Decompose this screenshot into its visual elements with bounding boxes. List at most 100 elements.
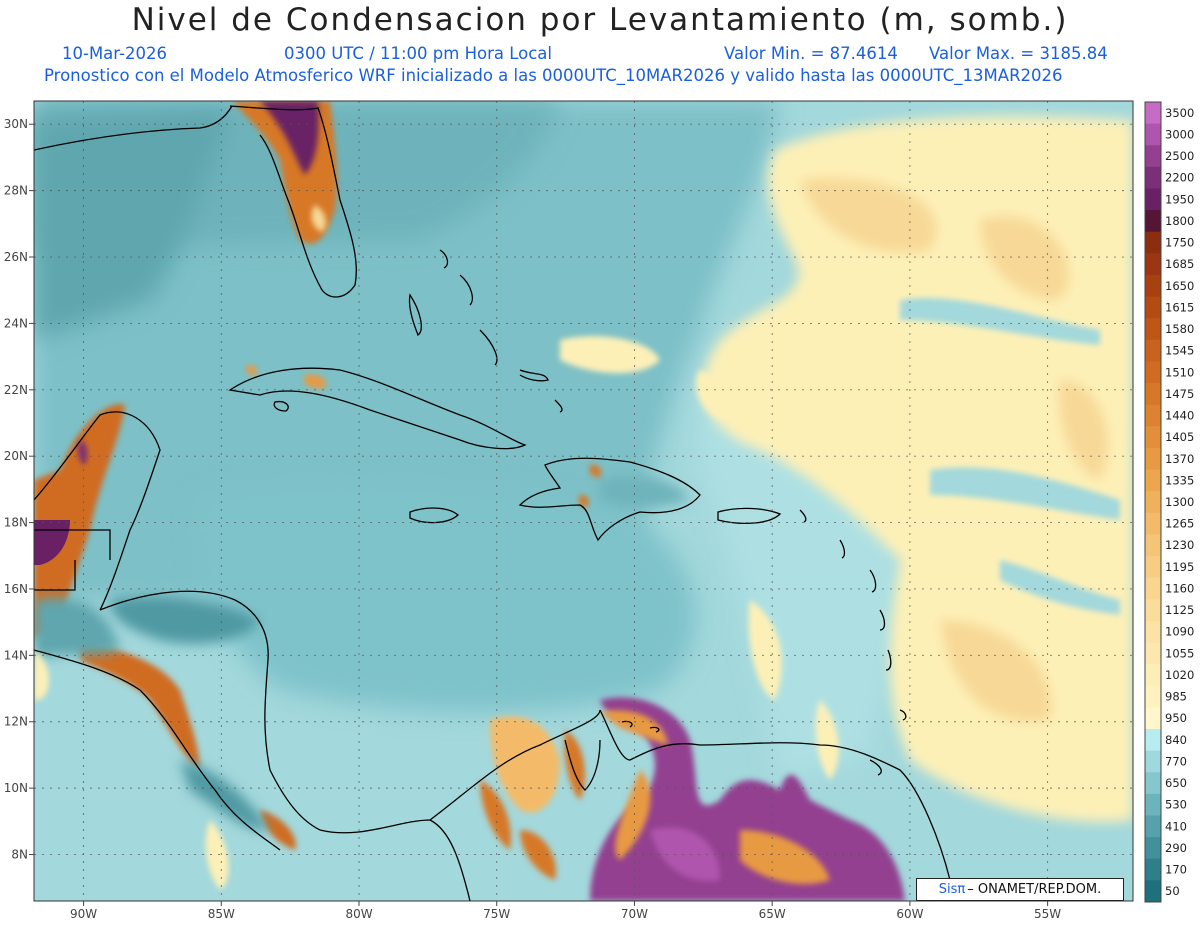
- legend-swatch: [1145, 274, 1161, 298]
- latitude-axis: 30N 28N 26N 24N 22N 20N 18N 16N 14N 12N 10N 8N: [4, 117, 34, 862]
- legend-label: 1650: [1165, 279, 1194, 293]
- color-legend: 3500 3000 2500 2200 1950 1800 1750 1685 1650 1615…: [1144, 101, 1194, 903]
- legend-label: 950: [1165, 711, 1187, 725]
- lon-tick-label: 90W: [70, 907, 97, 921]
- lat-tick-label: 30N: [4, 117, 28, 131]
- legend-label: 1300: [1165, 495, 1194, 509]
- legend-swatch: [1145, 815, 1161, 838]
- legend-label: 1405: [1165, 430, 1194, 444]
- lat-tick-label: 14N: [4, 648, 28, 662]
- legend-swatch: [1145, 729, 1161, 752]
- legend-swatch: [1145, 837, 1161, 860]
- lat-tick-label: 28N: [4, 184, 28, 198]
- forecast-date: 10-Mar-2026: [62, 44, 167, 63]
- legend-swatch: [1145, 685, 1161, 708]
- lat-tick-label: 10N: [4, 781, 28, 795]
- legend-swatch: [1145, 469, 1161, 492]
- credit-text: – ONAMET/REP.DOM.: [967, 882, 1102, 897]
- lon-tick-label: 70W: [621, 907, 648, 921]
- legend-swatch: [1145, 296, 1161, 319]
- credit-box: Sisπ – ONAMET/REP.DOM.: [916, 878, 1124, 901]
- legend-label: 1230: [1165, 538, 1194, 552]
- lat-tick-label: 18N: [4, 516, 28, 530]
- legend-label: 1615: [1165, 300, 1194, 314]
- sispi-logo: Sisπ: [938, 882, 966, 897]
- lon-tick-label: 75W: [483, 907, 510, 921]
- graticule: [34, 101, 1133, 901]
- legend-label: 1800: [1165, 214, 1194, 228]
- legend-label: 2500: [1165, 149, 1194, 163]
- legend-label: 1750: [1165, 236, 1194, 250]
- lat-tick-label: 12N: [4, 715, 28, 729]
- legend-swatch: [1145, 599, 1161, 622]
- map-frame: [33, 100, 1134, 902]
- legend-swatch: [1145, 318, 1161, 341]
- legend-swatch: [1145, 253, 1161, 276]
- legend-label: 3000: [1165, 127, 1194, 141]
- legend-swatch: [1145, 361, 1161, 384]
- legend-swatch: [1145, 642, 1161, 665]
- legend-swatch: [1145, 556, 1161, 579]
- legend-label: 1195: [1165, 560, 1194, 574]
- legend-swatch: [1145, 858, 1161, 881]
- legend-swatch: [1145, 102, 1161, 125]
- legend-swatch: [1145, 707, 1161, 730]
- legend-label: 1090: [1165, 625, 1194, 639]
- legend-swatch: [1145, 772, 1161, 795]
- legend-label: 1020: [1165, 668, 1194, 682]
- lat-tick-label: 26N: [4, 250, 28, 264]
- legend-label: 290: [1165, 841, 1187, 855]
- legend-swatch: [1145, 123, 1161, 146]
- legend-label: 1950: [1165, 192, 1194, 206]
- legend-swatch: [1145, 210, 1161, 233]
- lat-tick-label: 24N: [4, 316, 28, 330]
- legend-swatch: [1145, 231, 1161, 254]
- legend-label: 410: [1165, 819, 1187, 833]
- lon-tick-label: 60W: [896, 907, 923, 921]
- legend-label: 3500: [1165, 106, 1194, 120]
- lon-tick-label: 80W: [345, 907, 372, 921]
- legend-label: 1160: [1165, 581, 1194, 595]
- legend-swatch: [1145, 512, 1161, 535]
- legend-swatch: [1145, 426, 1161, 449]
- legend-label: 530: [1165, 798, 1187, 812]
- legend-label: 1055: [1165, 646, 1194, 660]
- legend-swatch: [1145, 664, 1161, 687]
- legend-swatch: [1145, 534, 1161, 557]
- legend-swatch: [1145, 491, 1161, 514]
- legend-swatch: [1145, 880, 1161, 903]
- legend-swatch: [1145, 188, 1161, 211]
- lon-tick-label: 65W: [759, 907, 786, 921]
- legend-label: 1545: [1165, 344, 1194, 358]
- legend-label: 2200: [1165, 171, 1194, 185]
- legend-swatch: [1145, 339, 1161, 362]
- longitude-axis: 90W 85W 80W 75W 70W 65W 60W 55W: [70, 901, 1061, 921]
- legend-swatch: [1145, 447, 1161, 471]
- legend-swatch: [1145, 404, 1161, 427]
- legend-label: 1370: [1165, 452, 1194, 466]
- legend-label: 1335: [1165, 473, 1194, 487]
- legend-swatch: [1145, 793, 1161, 817]
- lat-tick-label: 16N: [4, 582, 28, 596]
- legend-label: 770: [1165, 754, 1187, 768]
- legend-label: 170: [1165, 863, 1187, 877]
- legend-label: 1125: [1165, 603, 1194, 617]
- legend-label: 50: [1165, 884, 1180, 898]
- lon-tick-label: 55W: [1034, 907, 1061, 921]
- legend-label: 650: [1165, 776, 1187, 790]
- forecast-info: Pronostico con el Modelo Atmosferico WRF…: [44, 66, 1063, 85]
- value-max: Valor Max. = 3185.84: [929, 44, 1108, 63]
- legend-swatch: [1145, 577, 1161, 600]
- legend-swatch: [1145, 383, 1161, 406]
- lat-tick-label: 22N: [4, 383, 28, 397]
- legend-label: 840: [1165, 733, 1187, 747]
- lcl-shading: [34, 101, 1133, 901]
- legend-label: 1685: [1165, 257, 1194, 271]
- legend-swatch: [1145, 750, 1161, 773]
- value-min: Valor Min. = 87.4614: [724, 44, 898, 63]
- legend-swatch: [1145, 620, 1161, 644]
- lat-tick-label: 8N: [11, 848, 28, 862]
- lat-tick-label: 20N: [4, 449, 28, 463]
- map-title: Nivel de Condensacion por Levantamiento …: [131, 2, 1069, 38]
